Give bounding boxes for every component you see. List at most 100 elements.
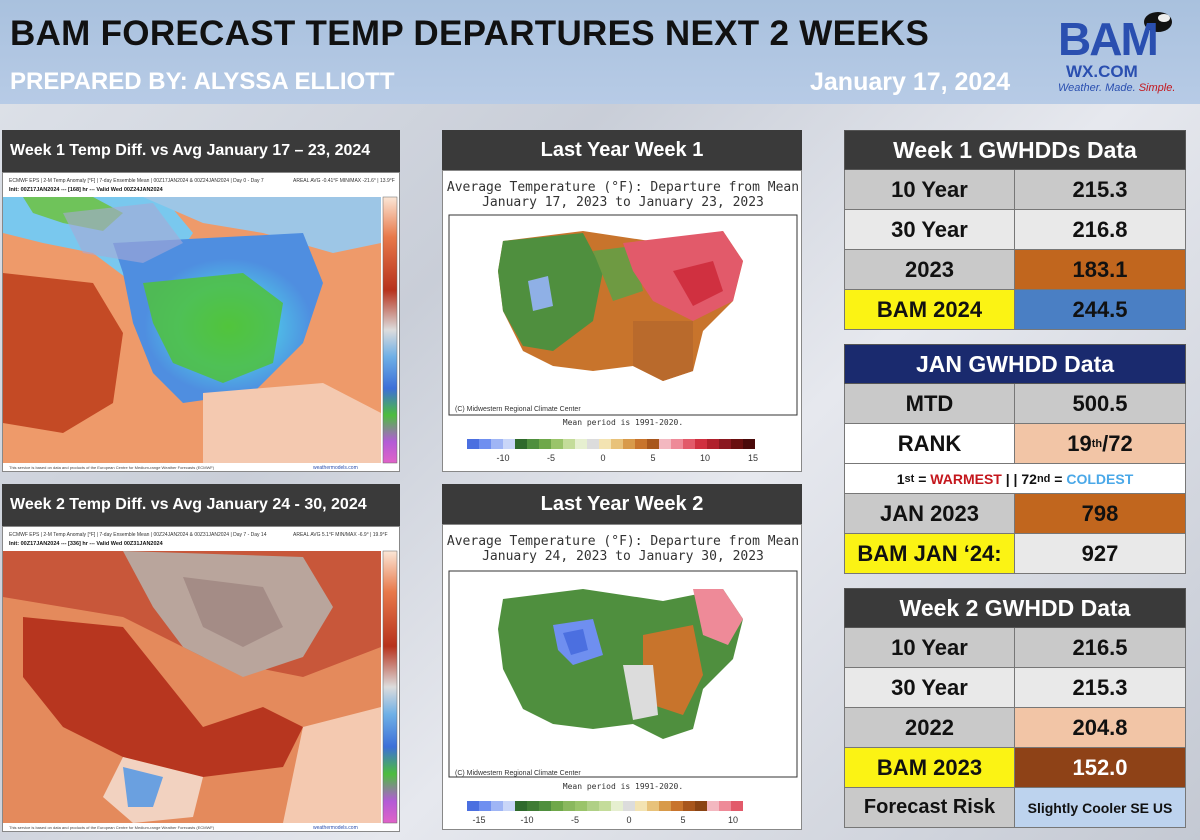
lastyear-week2-map-image: Average Temperature (°F): Departure from… [447,534,799,825]
note-coldest: COLDEST [1066,470,1134,487]
row-value: 216.8 [1015,210,1185,249]
jan2023-value: 798 [1015,494,1185,533]
week1-table-title: Week 1 GWHDDs Data [844,130,1186,170]
bamjan-value: 927 [1015,534,1185,573]
note-first: 1 [896,470,905,487]
lastyear-week1-tick-0: -10 [496,453,509,463]
table-row: 10 Year 216.5 [844,628,1186,668]
row-label: 10 Year [845,628,1015,667]
table-row: Forecast Risk Slightly Cooler SE US [844,788,1186,828]
report-date: January 17, 2024 [810,68,1011,96]
lastyear-week1-credit: (C) Midwestern Regional Climate Center [455,406,581,413]
note-eq2: = [1050,470,1067,487]
rank-label: RANK [845,424,1015,463]
row-label: 10 Year [845,170,1015,209]
lastyear-week2-chart-title2: January 24, 2023 to January 30, 2023 [482,549,764,564]
row-label: 2022 [845,708,1015,747]
lastyear-week1-header: Last Year Week 1 [442,130,802,170]
row-value: 215.3 [1015,170,1185,209]
week2-footer-left: This service is based on data and produc… [9,825,215,830]
week2-model-line2: Init: 00Z17JAN2024 --- [336] hr --- Vali… [9,541,164,547]
bamjan-label: BAM JAN ‘24: [845,534,1015,573]
week1-model-line1: ECMWF EPS | 2-M Temp Anomaly [°F] | 7-da… [9,178,264,184]
note-sep: | | 72 [1001,470,1037,487]
logo-tagline-a: Weather. Made. [1058,82,1139,94]
table-row: BAM 2024 244.5 [844,290,1186,330]
table-row: MTD 500.5 [844,384,1186,424]
table-row: 30 Year 216.8 [844,210,1186,250]
logo-graphic [1144,12,1172,32]
row-label: BAM 2023 [845,748,1015,787]
lastyear-week2-header: Last Year Week 2 [442,484,802,524]
header-banner: BAM FORECAST TEMP DEPARTURES NEXT 2 WEEK… [0,0,1200,104]
row-label: Forecast Risk [845,788,1015,827]
prepared-by: PREPARED BY: ALYSSA ELLIOTT [10,68,395,95]
mtd-label: MTD [845,384,1015,423]
row-value: 244.5 [1015,290,1185,329]
week2-footer-right: weathermodels.com [313,825,358,831]
rank-total: /72 [1102,430,1133,456]
logo-bam-text: BAM [1058,13,1159,65]
jan-table-title: JAN GWHDD Data [844,344,1186,384]
lastyear-week1-tick-1: -5 [547,453,555,463]
mtd-value: 500.5 [1015,384,1185,423]
week1-footer-right: weathermodels.com [313,465,358,471]
row-value: 183.1 [1015,250,1185,289]
table-row: JAN 2023 798 [844,494,1186,534]
rank-number: 19 [1067,430,1092,456]
rank-suffix: th [1091,437,1103,450]
row-value: 215.3 [1015,668,1185,707]
lastyear-week2-legend [467,801,743,811]
lastyear-week1-tick-5: 15 [748,453,758,463]
row-value: 152.0 [1015,748,1185,787]
row-value: 204.8 [1015,708,1185,747]
logo-tagline: Weather. Made. Simple. [1058,82,1175,94]
bamwx-logo: BAM WX.COM Weather. Made. Simple. [1052,6,1198,98]
week1-forecast-map: ECMWF EPS | 2-M Temp Anomaly [°F] | 7-da… [2,172,400,472]
lastyear-week2-tick-0: -15 [472,815,485,825]
row-value: 216.5 [1015,628,1185,667]
row-label: 2023 [845,250,1015,289]
table-row: BAM 2023 152.0 [844,748,1186,788]
forecast-risk-value: Slightly Cooler SE US [1015,788,1185,827]
note-first-sup: st [904,472,915,485]
logo-wx-text: WX.COM [1066,62,1138,81]
lastyear-week2-credit: (C) Midwestern Regional Climate Center [455,770,581,777]
lastyear-week1-tick-4: 10 [700,453,710,463]
row-label: BAM 2024 [845,290,1015,329]
lastyear-week1-legend [467,439,755,449]
lastyear-week2-map: Average Temperature (°F): Departure from… [442,524,802,830]
lastyear-week2-tick-2: -5 [571,815,579,825]
row-label: 30 Year [845,210,1015,249]
jan2023-label: JAN 2023 [845,494,1015,533]
week2-map-header: Week 2 Temp Diff. vs Avg January 24 - 30… [2,484,400,526]
week2-map-image: ECMWF EPS | 2-M Temp Anomaly [°F] | 7-da… [3,527,399,831]
lastyear-week1-chart-title1: Average Temperature (°F): Departure from… [447,180,799,195]
table-row: BAM JAN ‘24: 927 [844,534,1186,574]
page-title: BAM FORECAST TEMP DEPARTURES NEXT 2 WEEK… [10,14,930,53]
week1-stats: AREAL AVG -0.41°F MIN/MAX -21.6° | 13.9°… [293,178,395,184]
lastyear-week1-tick-2: 0 [600,453,605,463]
week1-model-line2: Init: 00Z17JAN2024 --- [168] hr --- Vali… [9,187,164,193]
table-row: 30 Year 215.3 [844,668,1186,708]
week2-forecast-map: ECMWF EPS | 2-M Temp Anomaly [°F] | 7-da… [2,526,400,832]
week1-colorbar [382,196,398,464]
lastyear-week1-tick-3: 5 [650,453,655,463]
week2-colorbar [382,550,398,824]
week1-map-image: ECMWF EPS | 2-M Temp Anomaly [°F] | 7-da… [3,173,399,471]
lastyear-week2-tick-4: 5 [680,815,685,825]
lastyear-week1-chart-title2: January 17, 2023 to January 23, 2023 [482,195,764,210]
note-eq1: = [914,470,931,487]
lastyear-week2-tick-3: 0 [626,815,631,825]
lastyear-week2-tick-1: -10 [520,815,533,825]
lastyear-week2-tick-5: 10 [728,815,738,825]
lastyear-week2-chart-title1: Average Temperature (°F): Departure from… [447,534,799,549]
week1-map-header: Week 1 Temp Diff. vs Avg January 17 – 23… [2,130,400,172]
week1-footer-left: This service is based on data and produc… [9,465,215,470]
week2-stats: AREAL AVG 5.1°F MIN/MAX -6.9° | 19.9°F [293,532,388,538]
note-warmest: WARMEST [930,470,1002,487]
logo-tagline-b: Simple. [1138,82,1176,94]
